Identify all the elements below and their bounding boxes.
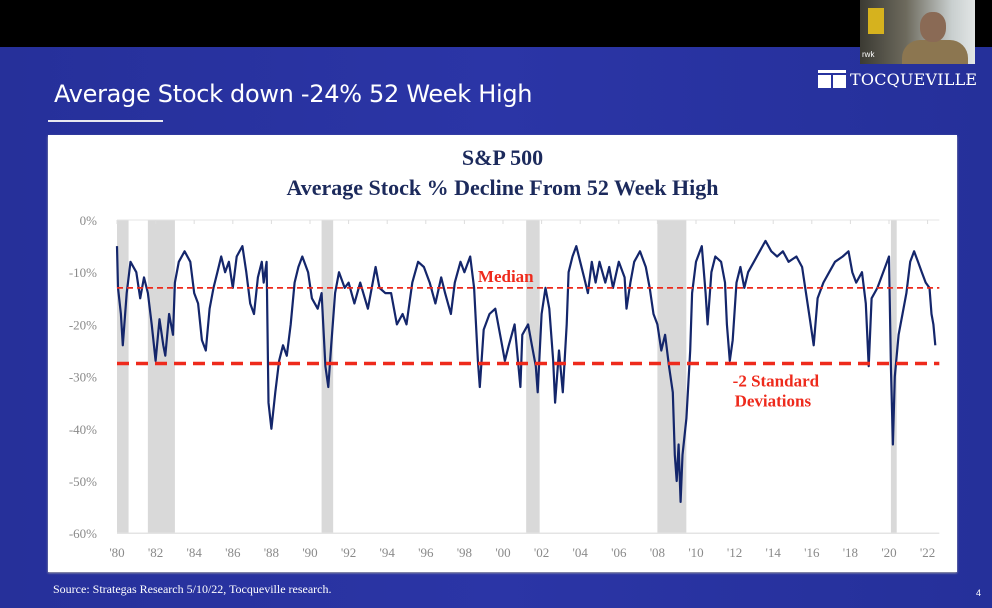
webcam-background-art	[868, 8, 884, 34]
x-tick-label: '10	[688, 545, 703, 560]
series-line	[115, 239, 937, 503]
x-tick-label: '20	[881, 545, 896, 560]
participant-name: rwk	[862, 50, 875, 59]
x-tick-label: '04	[573, 545, 589, 560]
tocqueville-logo: TOCQUEVILLE	[818, 68, 977, 88]
slide-title: Average Stock down -24% 52 Week High	[54, 80, 533, 108]
chart-panel: S&P 500 Average Stock % Decline From 52 …	[48, 135, 957, 572]
y-tick-label: -60%	[69, 526, 97, 541]
logo-text: TOCQUEVILLE	[850, 70, 978, 89]
two-sd-label-line2: Deviations	[735, 392, 812, 411]
y-tick-label: -10%	[69, 265, 97, 280]
x-tick-label: '22	[920, 545, 935, 560]
logo-mark-icon	[818, 70, 846, 88]
x-tick-label: '96	[418, 545, 434, 560]
x-tick-label: '82	[148, 545, 163, 560]
x-tick-label: '98	[457, 545, 472, 560]
webcam-person-body	[902, 40, 968, 64]
two-sd-label-line1: -2 Standard	[733, 372, 820, 391]
title-underline	[48, 120, 163, 122]
source-note: Source: Strategas Research 5/10/22, Tocq…	[53, 582, 332, 596]
webcam-person-head	[920, 12, 946, 42]
chart-svg: 0% -10% -20% -30% -40% -50% -60% '80 '82 '84 '86 '8…	[69, 213, 940, 560]
y-tick-label: -30%	[69, 370, 97, 385]
x-tick-label: '16	[804, 545, 820, 560]
x-tick-label: '12	[727, 545, 742, 560]
y-tick-label: -20%	[69, 317, 97, 332]
x-tick-label: '90	[302, 545, 317, 560]
x-tick-label: '88	[264, 545, 279, 560]
x-tick-label: '92	[341, 545, 356, 560]
chart-title: S&P 500	[461, 145, 544, 170]
x-tick-label: '84	[187, 545, 203, 560]
median-label: Median	[478, 267, 534, 286]
x-tick-label: '14	[766, 545, 782, 560]
x-tick-label: '80	[109, 545, 124, 560]
x-tick-label: '06	[611, 545, 627, 560]
page-number: 4	[976, 588, 982, 598]
y-tick-label: -40%	[69, 422, 97, 437]
x-tick-label: '18	[843, 545, 858, 560]
y-tick-label: 0%	[80, 213, 98, 228]
y-tick-label: -50%	[69, 474, 97, 489]
x-tick-label: '02	[534, 545, 549, 560]
recession-band	[526, 220, 540, 534]
recession-band	[147, 220, 175, 534]
webcam-video-tile[interactable]: rwk	[860, 0, 975, 64]
x-tick-label: '94	[380, 545, 396, 560]
x-tick-label: '08	[650, 545, 665, 560]
recession-band	[117, 220, 129, 534]
chart-subtitle: Average Stock % Decline From 52 Week Hig…	[286, 175, 719, 200]
x-tick-label: '00	[495, 545, 510, 560]
video-top-bar	[0, 0, 992, 47]
x-tick-label: '86	[225, 545, 241, 560]
